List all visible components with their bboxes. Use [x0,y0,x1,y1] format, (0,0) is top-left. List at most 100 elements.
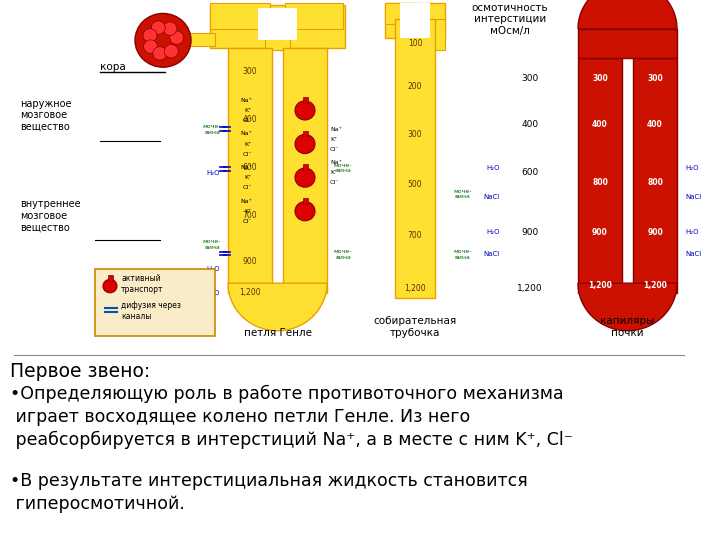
Text: 400: 400 [592,120,608,129]
Bar [385,3,445,38]
Text: Cl⁻: Cl⁻ [243,152,252,157]
Text: 800: 800 [592,178,608,187]
Text: H₂O: H₂O [207,266,220,272]
Text: 800: 800 [647,178,663,187]
Circle shape [164,44,179,58]
Bar [175,32,215,46]
Bar [302,131,307,136]
Text: Na⁺: Na⁺ [240,165,252,170]
Text: капиляры
почки: капиляры почки [600,316,654,338]
Text: K⁺: K⁺ [245,208,252,214]
Text: 400: 400 [647,120,663,129]
Text: Na⁺: Na⁺ [240,98,252,103]
Text: Cl⁻: Cl⁻ [243,219,252,224]
Text: 1,200: 1,200 [517,284,543,293]
Text: NaCl: NaCl [685,194,701,200]
Text: H₂O: H₂O [207,170,220,176]
Text: моче-
вина: моче- вина [203,239,221,250]
Text: 300: 300 [243,68,257,77]
Text: наружное
мозговое
вещество: наружное мозговое вещество [20,99,71,132]
Text: моче-
вина: моче- вина [453,249,472,260]
Text: H₂O: H₂O [685,165,698,171]
Text: 400: 400 [243,116,257,125]
Text: моче-
вина: моче- вина [203,124,221,135]
Bar [228,48,272,293]
Bar [258,8,297,40]
Bar [385,3,417,24]
Text: 1,200: 1,200 [239,288,261,298]
Text: моче-
вина: моче- вина [453,188,472,199]
Text: Na⁺: Na⁺ [330,160,342,165]
Bar [395,19,435,298]
Text: 300: 300 [647,74,663,83]
Circle shape [135,14,191,67]
Text: 900: 900 [592,228,608,237]
Text: K⁺: K⁺ [245,108,252,113]
Text: H₂O: H₂O [685,230,698,235]
Text: K⁺: K⁺ [245,175,252,180]
Text: Cl⁻: Cl⁻ [330,147,339,152]
Text: Na⁺: Na⁺ [240,131,252,136]
Text: H₂O: H₂O [487,165,500,171]
Text: 900: 900 [647,228,663,237]
Circle shape [143,40,158,53]
Text: кора: кора [100,63,126,72]
Bar [413,19,445,50]
Circle shape [295,168,315,187]
Text: K⁺: K⁺ [330,137,338,141]
Polygon shape [228,283,327,330]
Bar [578,58,622,293]
Bar [633,58,677,293]
Bar [210,3,270,29]
Polygon shape [578,283,677,330]
Text: K⁺: K⁺ [245,141,252,146]
Text: 600: 600 [243,164,257,172]
Text: моче-
вина: моче- вина [334,163,352,173]
Text: +H₂O: +H₂O [201,290,220,296]
Bar [107,274,112,281]
Circle shape [143,29,157,42]
Text: •В результате интерстициальная жидкость становится
 гиперосмотичной.: •В результате интерстициальная жидкость … [10,472,528,513]
Circle shape [163,22,177,35]
Text: Первое звено:: Первое звено: [10,362,150,381]
Bar [95,269,215,336]
Text: 900: 900 [243,256,257,266]
Text: Cl⁻: Cl⁻ [243,118,252,123]
Bar [578,29,677,58]
Polygon shape [578,0,677,29]
Text: Na⁺: Na⁺ [330,126,342,132]
Text: 200: 200 [408,82,422,91]
Text: 700: 700 [243,212,257,220]
Bar [302,97,307,103]
Bar [400,3,430,38]
Text: 300: 300 [592,74,608,83]
Text: 300: 300 [408,130,423,139]
Text: дифузия через
каналы: дифузия через каналы [121,301,181,321]
Text: Cl⁻: Cl⁻ [243,185,252,190]
Circle shape [295,134,315,153]
Text: внутреннее
мозговое
вещество: внутреннее мозговое вещество [20,199,81,233]
Text: K⁺: K⁺ [330,170,338,176]
Text: осмотичность
интерстиции
мОсм/л: осмотичность интерстиции мОсм/л [472,3,549,36]
Text: NaCl: NaCl [685,252,701,258]
Circle shape [103,279,117,293]
Bar [302,164,307,170]
Text: 1,200: 1,200 [643,281,667,289]
Circle shape [170,31,184,44]
Text: 500: 500 [408,180,423,189]
Text: моче-
вина: моче- вина [334,249,352,260]
Bar [265,19,290,50]
Text: 900: 900 [521,228,539,237]
Text: 1,200: 1,200 [588,281,612,289]
Text: 400: 400 [521,120,539,129]
Text: собирательная
трубочка: собирательная трубочка [374,316,456,338]
Text: 1,200: 1,200 [404,284,426,293]
Bar [285,3,343,29]
Text: NaCl: NaCl [484,252,500,258]
Circle shape [295,101,315,120]
Text: 100: 100 [408,39,422,48]
Text: Na⁺: Na⁺ [240,199,252,204]
Text: H₂O: H₂O [487,230,500,235]
Text: активный
транспорт: активный транспорт [121,274,163,294]
Circle shape [153,46,167,60]
